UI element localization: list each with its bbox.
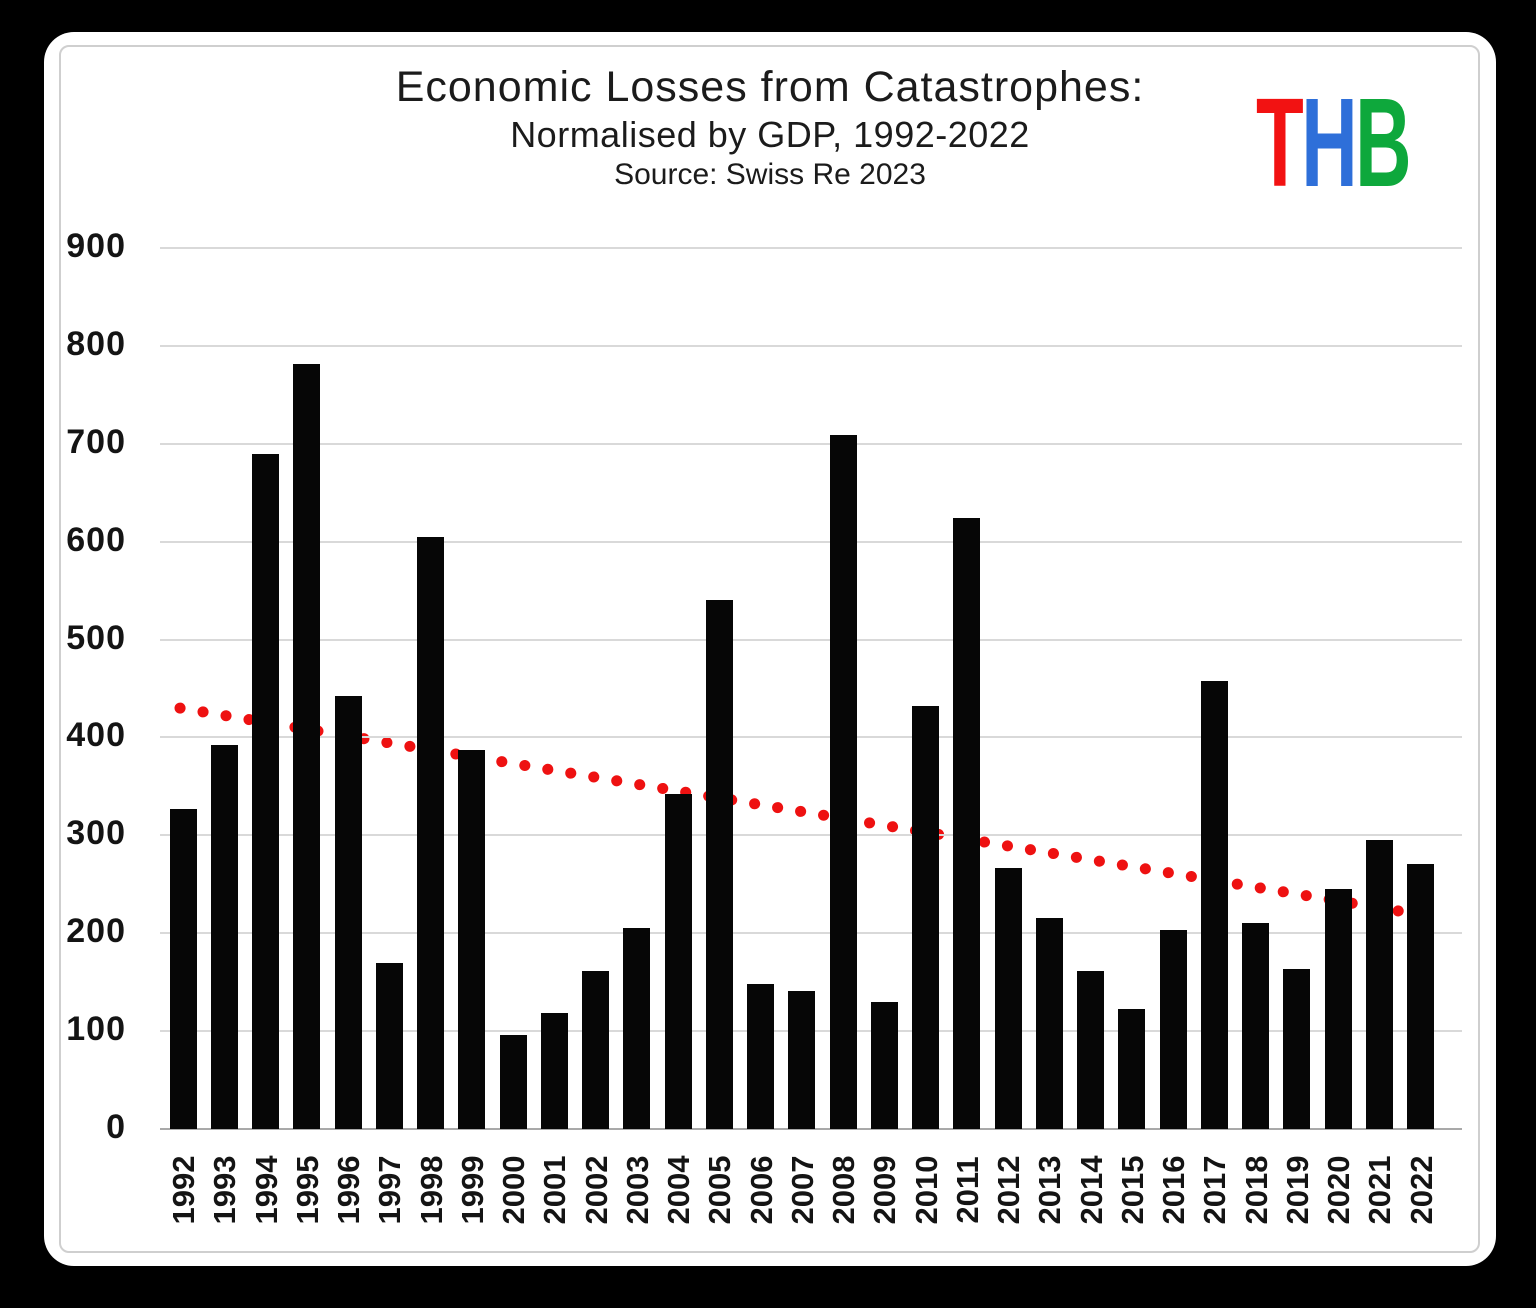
x-tick-label-2002: 2002 [578, 1155, 614, 1225]
x-tick-label-2007: 2007 [784, 1155, 820, 1225]
bar-2019 [1283, 969, 1311, 1129]
bar-2005 [705, 600, 733, 1129]
x-tick-label-1995: 1995 [289, 1155, 325, 1225]
bar-2004 [664, 794, 692, 1129]
bar-1998 [417, 536, 444, 1129]
bar-2009 [870, 1001, 898, 1129]
bar-2013 [1035, 917, 1063, 1129]
x-tick-label-1993: 1993 [207, 1155, 243, 1225]
x-tick-label-2011: 2011 [949, 1156, 985, 1224]
bar-2015 [1118, 1008, 1146, 1129]
chart-title: Economic Losses from Catastrophes: [395, 63, 1145, 111]
logo-letter-h: H [1301, 72, 1357, 213]
bar-2012 [994, 867, 1022, 1129]
gridline-800 [160, 344, 1462, 347]
bar-1994 [252, 453, 279, 1129]
logo-letter-t: T [1256, 72, 1304, 213]
x-tick-label-2003: 2003 [619, 1155, 655, 1225]
thb-logo: THB [1256, 80, 1412, 210]
chart-card: Economic Losses from Catastrophes: Norma… [44, 32, 1496, 1266]
chart-subtitle: Normalised by GDP, 1992-2022 [510, 113, 1030, 155]
x-tick-label-2006: 2006 [743, 1155, 779, 1225]
gridline-300 [160, 834, 1462, 837]
x-tick-label-2020: 2020 [1321, 1155, 1356, 1225]
x-tick-label-1999: 1999 [454, 1155, 490, 1225]
bar-2008 [829, 434, 857, 1129]
chart-title-block: Economic Losses from Catastrophes: Norma… [44, 62, 1496, 193]
bar-2021 [1365, 840, 1393, 1129]
x-tick-label-2004: 2004 [661, 1155, 696, 1225]
y-tick-label-0: 0 [106, 1108, 126, 1146]
y-tick-label-400: 400 [66, 716, 126, 755]
bar-1999 [458, 750, 486, 1129]
bar-1997 [375, 962, 403, 1129]
x-tick-label-2015: 2015 [1114, 1155, 1150, 1225]
gridline-900 [160, 247, 1462, 249]
x-tick-label-2000: 2000 [496, 1155, 531, 1225]
y-tick-label-600: 600 [66, 520, 126, 559]
gridline-600 [160, 540, 1462, 543]
bar-2000 [499, 1035, 527, 1129]
gridline-700 [160, 442, 1462, 445]
x-tick-label-2008: 2008 [826, 1155, 861, 1225]
x-tick-label-1998: 1998 [413, 1155, 449, 1225]
gridline-400 [160, 736, 1462, 739]
chart-source: Source: Swiss Re 2023 [614, 157, 926, 191]
x-tick-label-2016: 2016 [1156, 1155, 1191, 1225]
y-tick-label-800: 800 [66, 324, 126, 363]
bar-2018 [1242, 923, 1269, 1129]
x-tick-label-2001: 2001 [537, 1155, 573, 1225]
x-tick-label-2018: 2018 [1238, 1155, 1274, 1225]
x-tick-label-2005: 2005 [702, 1155, 738, 1225]
bar-2011 [953, 518, 981, 1129]
y-tick-label-900: 900 [66, 227, 126, 265]
bar-1992 [169, 808, 197, 1129]
y-tick-label-100: 100 [66, 1010, 126, 1049]
x-tick-label-2021: 2021 [1362, 1155, 1398, 1225]
gridline-500 [160, 638, 1462, 641]
x-tick-label-2009: 2009 [867, 1155, 903, 1225]
bar-1995 [293, 364, 321, 1129]
bar-2022 [1407, 863, 1434, 1129]
bar-2001 [540, 1013, 568, 1129]
x-tick-label-2010: 2010 [908, 1155, 944, 1225]
x-tick-label-2019: 2019 [1279, 1155, 1315, 1225]
x-tick-label-1997: 1997 [372, 1155, 408, 1225]
bar-2020 [1324, 889, 1352, 1129]
bar-2016 [1159, 930, 1187, 1129]
x-tick-label-1994: 1994 [248, 1155, 284, 1225]
x-tick-label-2013: 2013 [1032, 1155, 1068, 1225]
bar-2007 [788, 990, 816, 1129]
x-tick-label-2012: 2012 [991, 1155, 1026, 1225]
bar-2003 [623, 928, 651, 1129]
trendline [174, 702, 1420, 920]
y-tick-label-300: 300 [66, 814, 126, 853]
x-tick-label-1992: 1992 [166, 1155, 201, 1225]
bar-2010 [912, 706, 939, 1129]
x-tick-label-2014: 2014 [1073, 1155, 1109, 1225]
x-axis-line [160, 1128, 1462, 1130]
y-tick-label-700: 700 [66, 422, 126, 461]
x-tick-label-2017: 2017 [1197, 1155, 1233, 1225]
bar-1993 [210, 745, 238, 1129]
bar-2006 [747, 984, 774, 1129]
y-tick-label-500: 500 [66, 618, 126, 657]
x-tick-label-2022: 2022 [1403, 1155, 1439, 1225]
bar-1996 [334, 696, 362, 1129]
y-tick-label-200: 200 [66, 912, 126, 951]
x-tick-label-1996: 1996 [331, 1155, 366, 1225]
bar-2014 [1077, 971, 1104, 1129]
gridline-200 [160, 932, 1462, 935]
bar-2017 [1200, 680, 1228, 1129]
bar-2002 [582, 971, 609, 1129]
logo-letter-b: B [1355, 72, 1411, 213]
